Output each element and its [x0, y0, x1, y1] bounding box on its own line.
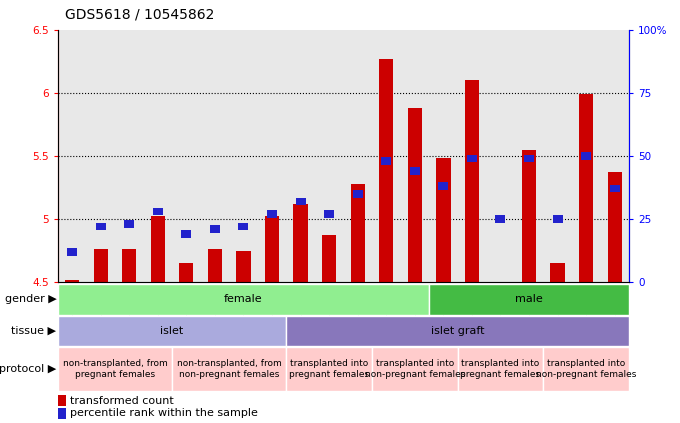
Bar [437, 158, 450, 282]
Bar [429, 284, 629, 315]
Bar [58, 396, 67, 406]
Bar [408, 108, 422, 282]
Bar [324, 210, 334, 218]
Bar [267, 210, 277, 218]
Bar [372, 347, 458, 391]
Bar [322, 236, 336, 282]
Text: transplanted into
non-pregnant females: transplanted into non-pregnant females [364, 360, 465, 379]
Text: gender ▶: gender ▶ [5, 294, 56, 305]
Bar [496, 215, 505, 223]
Bar [294, 204, 308, 282]
Bar [351, 184, 365, 282]
Bar [208, 249, 222, 282]
Bar [410, 167, 420, 175]
Bar [210, 225, 220, 233]
Bar [579, 94, 593, 282]
Bar [608, 172, 622, 282]
Bar [67, 248, 77, 255]
Bar [465, 80, 479, 282]
Bar [182, 231, 191, 238]
Bar [265, 217, 279, 282]
Bar [96, 223, 105, 231]
Text: transplanted into
pregnant females: transplanted into pregnant females [460, 360, 541, 379]
Bar [124, 220, 134, 228]
Bar [379, 59, 393, 282]
Bar [543, 347, 629, 391]
Bar [151, 217, 165, 282]
Text: non-transplanted, from
non-pregnant females: non-transplanted, from non-pregnant fema… [177, 360, 282, 379]
Text: protocol ▶: protocol ▶ [0, 364, 56, 374]
Text: islet graft: islet graft [431, 326, 484, 336]
Bar [122, 249, 137, 282]
Bar [581, 152, 591, 159]
Bar [58, 408, 67, 419]
Bar [94, 249, 108, 282]
Bar [458, 347, 543, 391]
Bar [153, 208, 163, 215]
Bar [467, 155, 477, 162]
Bar [353, 190, 362, 198]
Bar [296, 198, 305, 205]
Bar [439, 182, 448, 190]
Bar [239, 223, 248, 231]
Bar [58, 347, 172, 391]
Bar [286, 316, 629, 346]
Text: transplanted into
non-pregnant females: transplanted into non-pregnant females [536, 360, 636, 379]
Bar [172, 347, 286, 391]
Text: tissue ▶: tissue ▶ [12, 326, 56, 336]
Text: islet: islet [160, 326, 184, 336]
Bar [58, 316, 286, 346]
Bar [522, 150, 537, 282]
Bar [180, 263, 194, 282]
Bar [65, 280, 80, 282]
Text: female: female [224, 294, 262, 305]
Bar [381, 157, 391, 165]
Bar [237, 250, 251, 282]
Bar [58, 284, 429, 315]
Bar [286, 347, 372, 391]
Bar [553, 215, 562, 223]
Bar [610, 185, 619, 192]
Text: non-transplanted, from
pregnant females: non-transplanted, from pregnant females [63, 360, 167, 379]
Bar [524, 155, 534, 162]
Bar [551, 263, 564, 282]
Text: GDS5618 / 10545862: GDS5618 / 10545862 [65, 8, 214, 22]
Text: male: male [515, 294, 543, 305]
Text: percentile rank within the sample: percentile rank within the sample [70, 409, 258, 418]
Text: transformed count: transformed count [70, 396, 173, 406]
Text: transplanted into
pregnant females: transplanted into pregnant females [289, 360, 369, 379]
